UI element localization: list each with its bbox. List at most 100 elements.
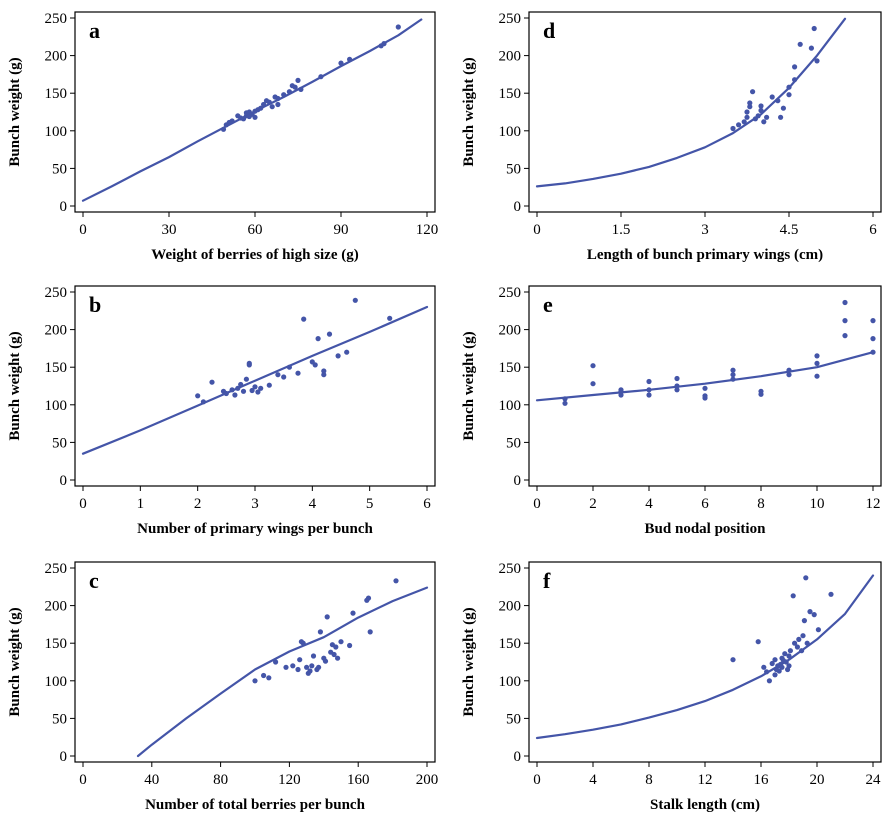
data-point <box>252 678 258 684</box>
data-point <box>646 387 652 393</box>
data-point <box>764 669 770 675</box>
data-point <box>335 655 341 661</box>
y-tick-label: 250 <box>45 561 68 577</box>
y-tick-label: 250 <box>499 285 522 301</box>
x-tick-label: 60 <box>248 222 263 238</box>
data-point <box>322 658 329 664</box>
data-point <box>800 633 806 639</box>
data-point <box>807 609 813 615</box>
y-tick-label: 150 <box>499 360 522 376</box>
fit-line <box>81 18 423 202</box>
data-point <box>240 388 247 394</box>
y-tick-label: 150 <box>45 636 68 652</box>
data-point <box>814 353 820 359</box>
y-tick-label: 200 <box>45 323 68 339</box>
data-point <box>646 378 652 385</box>
chart-panel-f: f 0 50 100 150 200 250 0 4 8 12 16 20 24 Stalk length … <box>461 561 882 813</box>
data-point <box>381 41 387 47</box>
y-tick-label: 0 <box>60 749 68 765</box>
data-point <box>331 651 337 658</box>
data-point <box>235 385 241 391</box>
data-point <box>730 657 736 663</box>
data-point <box>776 668 782 674</box>
data-point <box>842 299 848 306</box>
y-tick-label: 0 <box>514 473 522 489</box>
x-tick-label: 16 <box>754 772 770 788</box>
data-point <box>281 374 287 380</box>
data-point <box>755 113 761 119</box>
y-axis-label: Bunch weight (g) <box>461 57 477 166</box>
x-tick-label: 90 <box>334 222 349 238</box>
data-point <box>590 381 596 387</box>
data-point <box>310 653 317 659</box>
data-point <box>808 45 815 51</box>
data-point <box>842 333 848 339</box>
data-point <box>674 375 680 382</box>
data-point <box>870 318 876 324</box>
data-point <box>266 99 272 105</box>
data-point <box>786 84 792 90</box>
data-point <box>266 675 272 681</box>
data-point <box>562 396 568 402</box>
data-point <box>295 77 301 83</box>
x-tick-label: 6 <box>701 496 709 512</box>
data-point <box>295 666 301 673</box>
panel-label: f <box>543 568 551 593</box>
x-tick-label: 4.5 <box>780 222 799 238</box>
x-axis-label: Weight of berries of high size (g) <box>151 247 358 263</box>
data-point <box>761 664 767 670</box>
x-tick-label: 30 <box>162 222 177 238</box>
y-tick-label: 0 <box>514 199 522 215</box>
data-point <box>297 657 303 663</box>
y-tick-label: 100 <box>499 674 522 690</box>
x-tick-label: 40 <box>144 772 159 788</box>
y-tick-label: 100 <box>45 674 68 690</box>
x-tick-label: 120 <box>416 222 439 238</box>
y-tick-label: 200 <box>499 599 522 615</box>
y-tick-label: 200 <box>45 49 68 65</box>
panel-label: e <box>543 292 553 317</box>
x-tick-label: 3 <box>701 222 709 238</box>
data-point <box>804 640 810 646</box>
data-point <box>315 336 321 342</box>
y-tick-label: 150 <box>499 86 522 102</box>
data-point <box>811 612 817 618</box>
fit-line <box>535 17 847 188</box>
data-point <box>261 672 267 679</box>
x-tick-label: 10 <box>810 496 825 512</box>
x-axis-label: Length of bunch primary wings (cm) <box>587 247 823 263</box>
data-point <box>730 367 736 373</box>
fit-line <box>535 574 875 740</box>
data-point <box>775 98 781 104</box>
data-point <box>786 92 792 98</box>
data-point <box>787 648 794 654</box>
data-point <box>730 125 736 132</box>
data-point <box>741 119 747 125</box>
data-point <box>229 118 235 124</box>
data-point <box>618 387 624 393</box>
data-point <box>796 636 802 643</box>
y-tick-label: 150 <box>45 360 68 376</box>
x-tick-label: 6 <box>869 222 877 238</box>
x-tick-label: 24 <box>866 772 882 788</box>
data-point <box>764 114 770 120</box>
y-tick-label: 50 <box>506 435 521 451</box>
data-point <box>350 610 356 616</box>
x-tick-label: 0 <box>533 496 541 512</box>
data-point <box>258 105 264 111</box>
data-point <box>702 395 708 401</box>
data-point <box>333 644 339 650</box>
x-tick-label: 4 <box>589 772 597 788</box>
data-point <box>590 363 596 369</box>
x-tick-label: 1.5 <box>612 222 631 238</box>
y-tick-label: 150 <box>499 636 522 652</box>
data-point <box>772 672 778 678</box>
data-point <box>290 663 296 669</box>
data-point <box>352 297 358 303</box>
data-point <box>870 336 876 342</box>
y-tick-label: 150 <box>45 86 68 102</box>
data-point <box>252 114 258 120</box>
data-point <box>275 101 281 108</box>
data-point <box>286 364 292 370</box>
